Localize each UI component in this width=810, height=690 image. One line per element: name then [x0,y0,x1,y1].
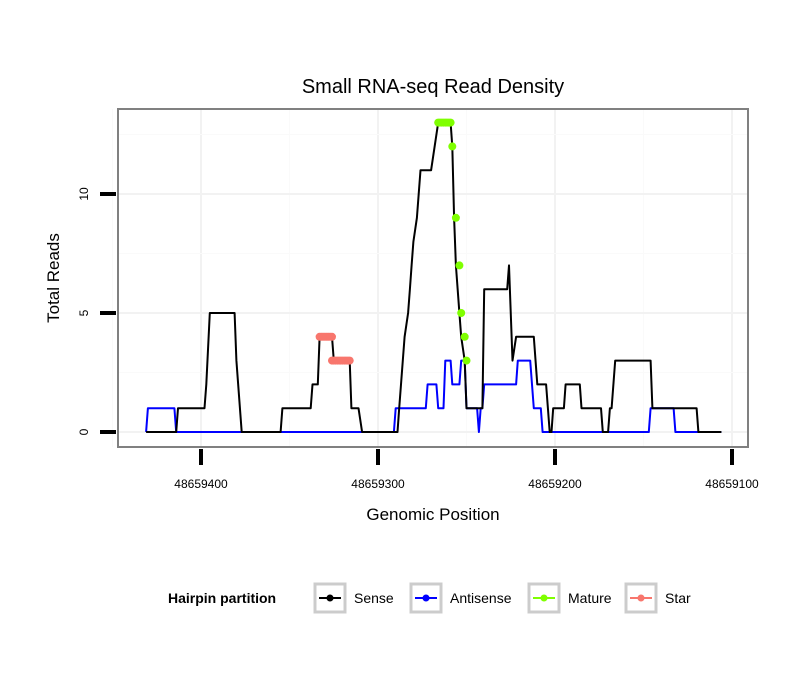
legend: Hairpin partition Sense Antisense Mature St… [168,582,691,614]
mature-point [451,213,460,222]
legend-key-dot [637,594,645,602]
y-axis: 0 5 10 [77,187,116,435]
star-point [328,332,336,341]
mature-point [462,356,471,365]
mature-point [455,261,464,270]
legend-title: Hairpin partition [168,590,276,606]
star-point [345,356,354,365]
legend-label: Mature [568,590,612,606]
mature-point [448,142,457,151]
legend-label: Antisense [450,590,512,606]
y-tick-label: 0 [77,428,91,435]
y-axis-title: Total Reads [44,233,63,323]
plot-panel-border [117,108,749,448]
legend-key-dot [422,594,430,602]
x-axis: 48659400 48659300 48659200 48659100 [174,449,759,491]
chart-title: Small RNA-seq Read Density [302,76,564,98]
legend-key-dot [326,594,334,602]
legend-entry-antisense: Antisense [409,582,512,614]
legend-label: Star [665,590,691,606]
y-tick-label: 10 [77,187,91,201]
legend-entry-mature: Mature [527,582,612,614]
x-axis-title: Genomic Position [366,505,499,524]
x-tick-label: 48659200 [528,477,582,491]
mature-point [460,332,469,341]
legend-key-dot [540,594,548,602]
legend-entry-star: Star [624,582,691,614]
mature-point [446,118,455,127]
x-tick-label: 48659400 [174,477,228,491]
mature-point [457,309,466,317]
legend-label: Sense [354,590,394,606]
series-points [315,118,471,365]
legend-entry-sense: Sense [313,582,394,614]
x-tick-label: 48659100 [705,477,759,491]
y-tick-label: 5 [77,309,91,316]
x-tick-label: 48659300 [351,477,405,491]
